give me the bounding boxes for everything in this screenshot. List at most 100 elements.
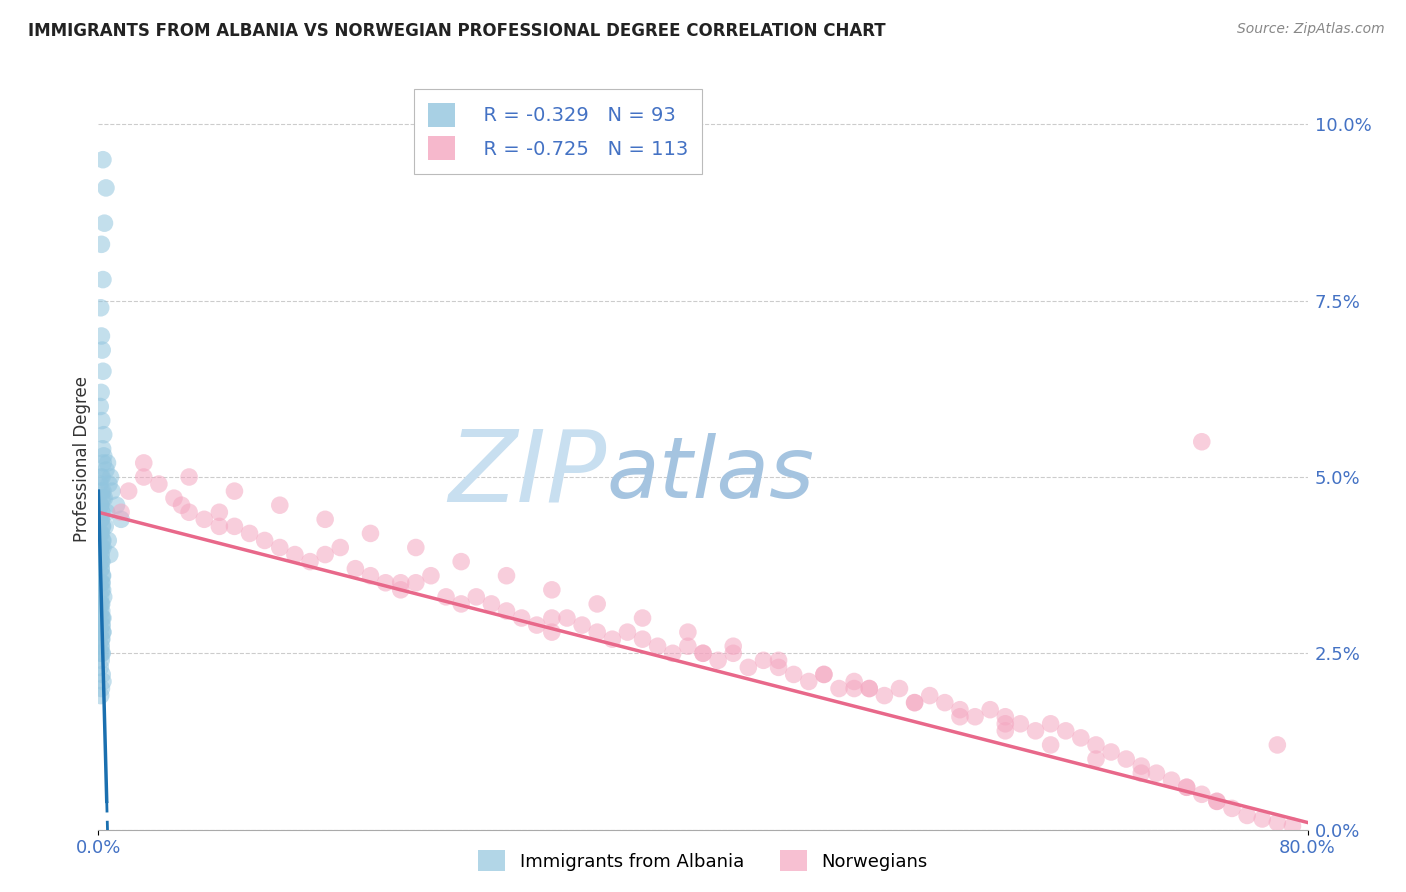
Point xyxy=(96,456,118,470)
Point xyxy=(89,526,111,541)
Point xyxy=(1267,815,1289,830)
Point xyxy=(873,689,896,703)
Point xyxy=(90,555,112,569)
Point xyxy=(602,632,624,647)
Point xyxy=(90,562,112,576)
Point xyxy=(1099,745,1122,759)
Point xyxy=(737,660,759,674)
Point xyxy=(110,512,132,526)
Point xyxy=(344,562,367,576)
Point xyxy=(91,519,114,533)
Point xyxy=(90,491,112,505)
Point xyxy=(89,604,111,618)
Point xyxy=(434,590,457,604)
Point xyxy=(91,618,114,632)
Point xyxy=(91,625,114,640)
Point xyxy=(723,646,745,660)
Point xyxy=(89,526,111,541)
Point xyxy=(555,611,578,625)
Point xyxy=(1267,738,1289,752)
Point xyxy=(90,625,112,640)
Point xyxy=(93,590,115,604)
Point xyxy=(90,681,112,696)
Point xyxy=(89,555,111,569)
Point xyxy=(90,414,112,428)
Point xyxy=(1220,801,1243,815)
Point xyxy=(495,604,517,618)
Point xyxy=(661,646,683,660)
Point xyxy=(904,696,927,710)
Y-axis label: Professional Degree: Professional Degree xyxy=(73,376,91,542)
Point xyxy=(797,674,820,689)
Point xyxy=(481,597,503,611)
Legend:   R = -0.329   N = 93,   R = -0.725   N = 113: R = -0.329 N = 93, R = -0.725 N = 113 xyxy=(415,89,702,174)
Point xyxy=(90,590,112,604)
Point xyxy=(93,449,115,463)
Text: IMMIGRANTS FROM ALBANIA VS NORWEGIAN PROFESSIONAL DEGREE CORRELATION CHART: IMMIGRANTS FROM ALBANIA VS NORWEGIAN PRO… xyxy=(28,22,886,40)
Point xyxy=(1251,812,1274,826)
Point xyxy=(1010,716,1032,731)
Point xyxy=(692,646,714,660)
Point xyxy=(132,456,155,470)
Point xyxy=(94,519,117,533)
Point xyxy=(1115,752,1137,766)
Point xyxy=(90,301,112,315)
Point xyxy=(239,526,262,541)
Point xyxy=(616,625,638,640)
Point xyxy=(193,512,215,526)
Point xyxy=(98,548,121,562)
Point xyxy=(91,611,114,625)
Point xyxy=(91,519,114,533)
Point xyxy=(90,575,112,590)
Point xyxy=(89,660,111,674)
Point xyxy=(90,541,112,555)
Point xyxy=(91,625,114,640)
Point xyxy=(1206,794,1229,808)
Point xyxy=(90,555,112,569)
Point xyxy=(1039,716,1062,731)
Point xyxy=(90,385,112,400)
Point xyxy=(91,582,114,597)
Point xyxy=(723,639,745,653)
Point xyxy=(90,484,112,499)
Point xyxy=(1191,434,1213,449)
Point xyxy=(91,343,114,357)
Point xyxy=(91,541,114,555)
Point xyxy=(965,710,987,724)
Point xyxy=(269,541,291,555)
Point xyxy=(90,632,112,647)
Point xyxy=(90,512,112,526)
Point xyxy=(90,526,112,541)
Point xyxy=(631,611,654,625)
Point xyxy=(148,477,170,491)
Point xyxy=(90,604,112,618)
Point xyxy=(91,153,114,167)
Point xyxy=(994,710,1017,724)
Point xyxy=(90,611,112,625)
Point xyxy=(89,477,111,491)
Text: Source: ZipAtlas.com: Source: ZipAtlas.com xyxy=(1237,22,1385,37)
Point xyxy=(1191,787,1213,801)
Point xyxy=(90,582,112,597)
Point xyxy=(90,597,112,611)
Point xyxy=(100,470,122,484)
Point xyxy=(1175,780,1198,795)
Point xyxy=(90,646,112,660)
Point xyxy=(101,484,124,499)
Point xyxy=(208,519,231,533)
Point xyxy=(949,710,972,724)
Point xyxy=(90,498,112,512)
Point xyxy=(91,491,114,505)
Point xyxy=(405,575,427,590)
Point xyxy=(94,181,117,195)
Point xyxy=(224,519,246,533)
Point xyxy=(360,526,382,541)
Point xyxy=(752,653,775,667)
Point xyxy=(91,442,114,456)
Point xyxy=(465,590,488,604)
Point xyxy=(93,491,115,505)
Text: ZIP: ZIP xyxy=(449,425,606,523)
Point xyxy=(994,723,1017,738)
Point xyxy=(163,491,186,505)
Point xyxy=(934,696,956,710)
